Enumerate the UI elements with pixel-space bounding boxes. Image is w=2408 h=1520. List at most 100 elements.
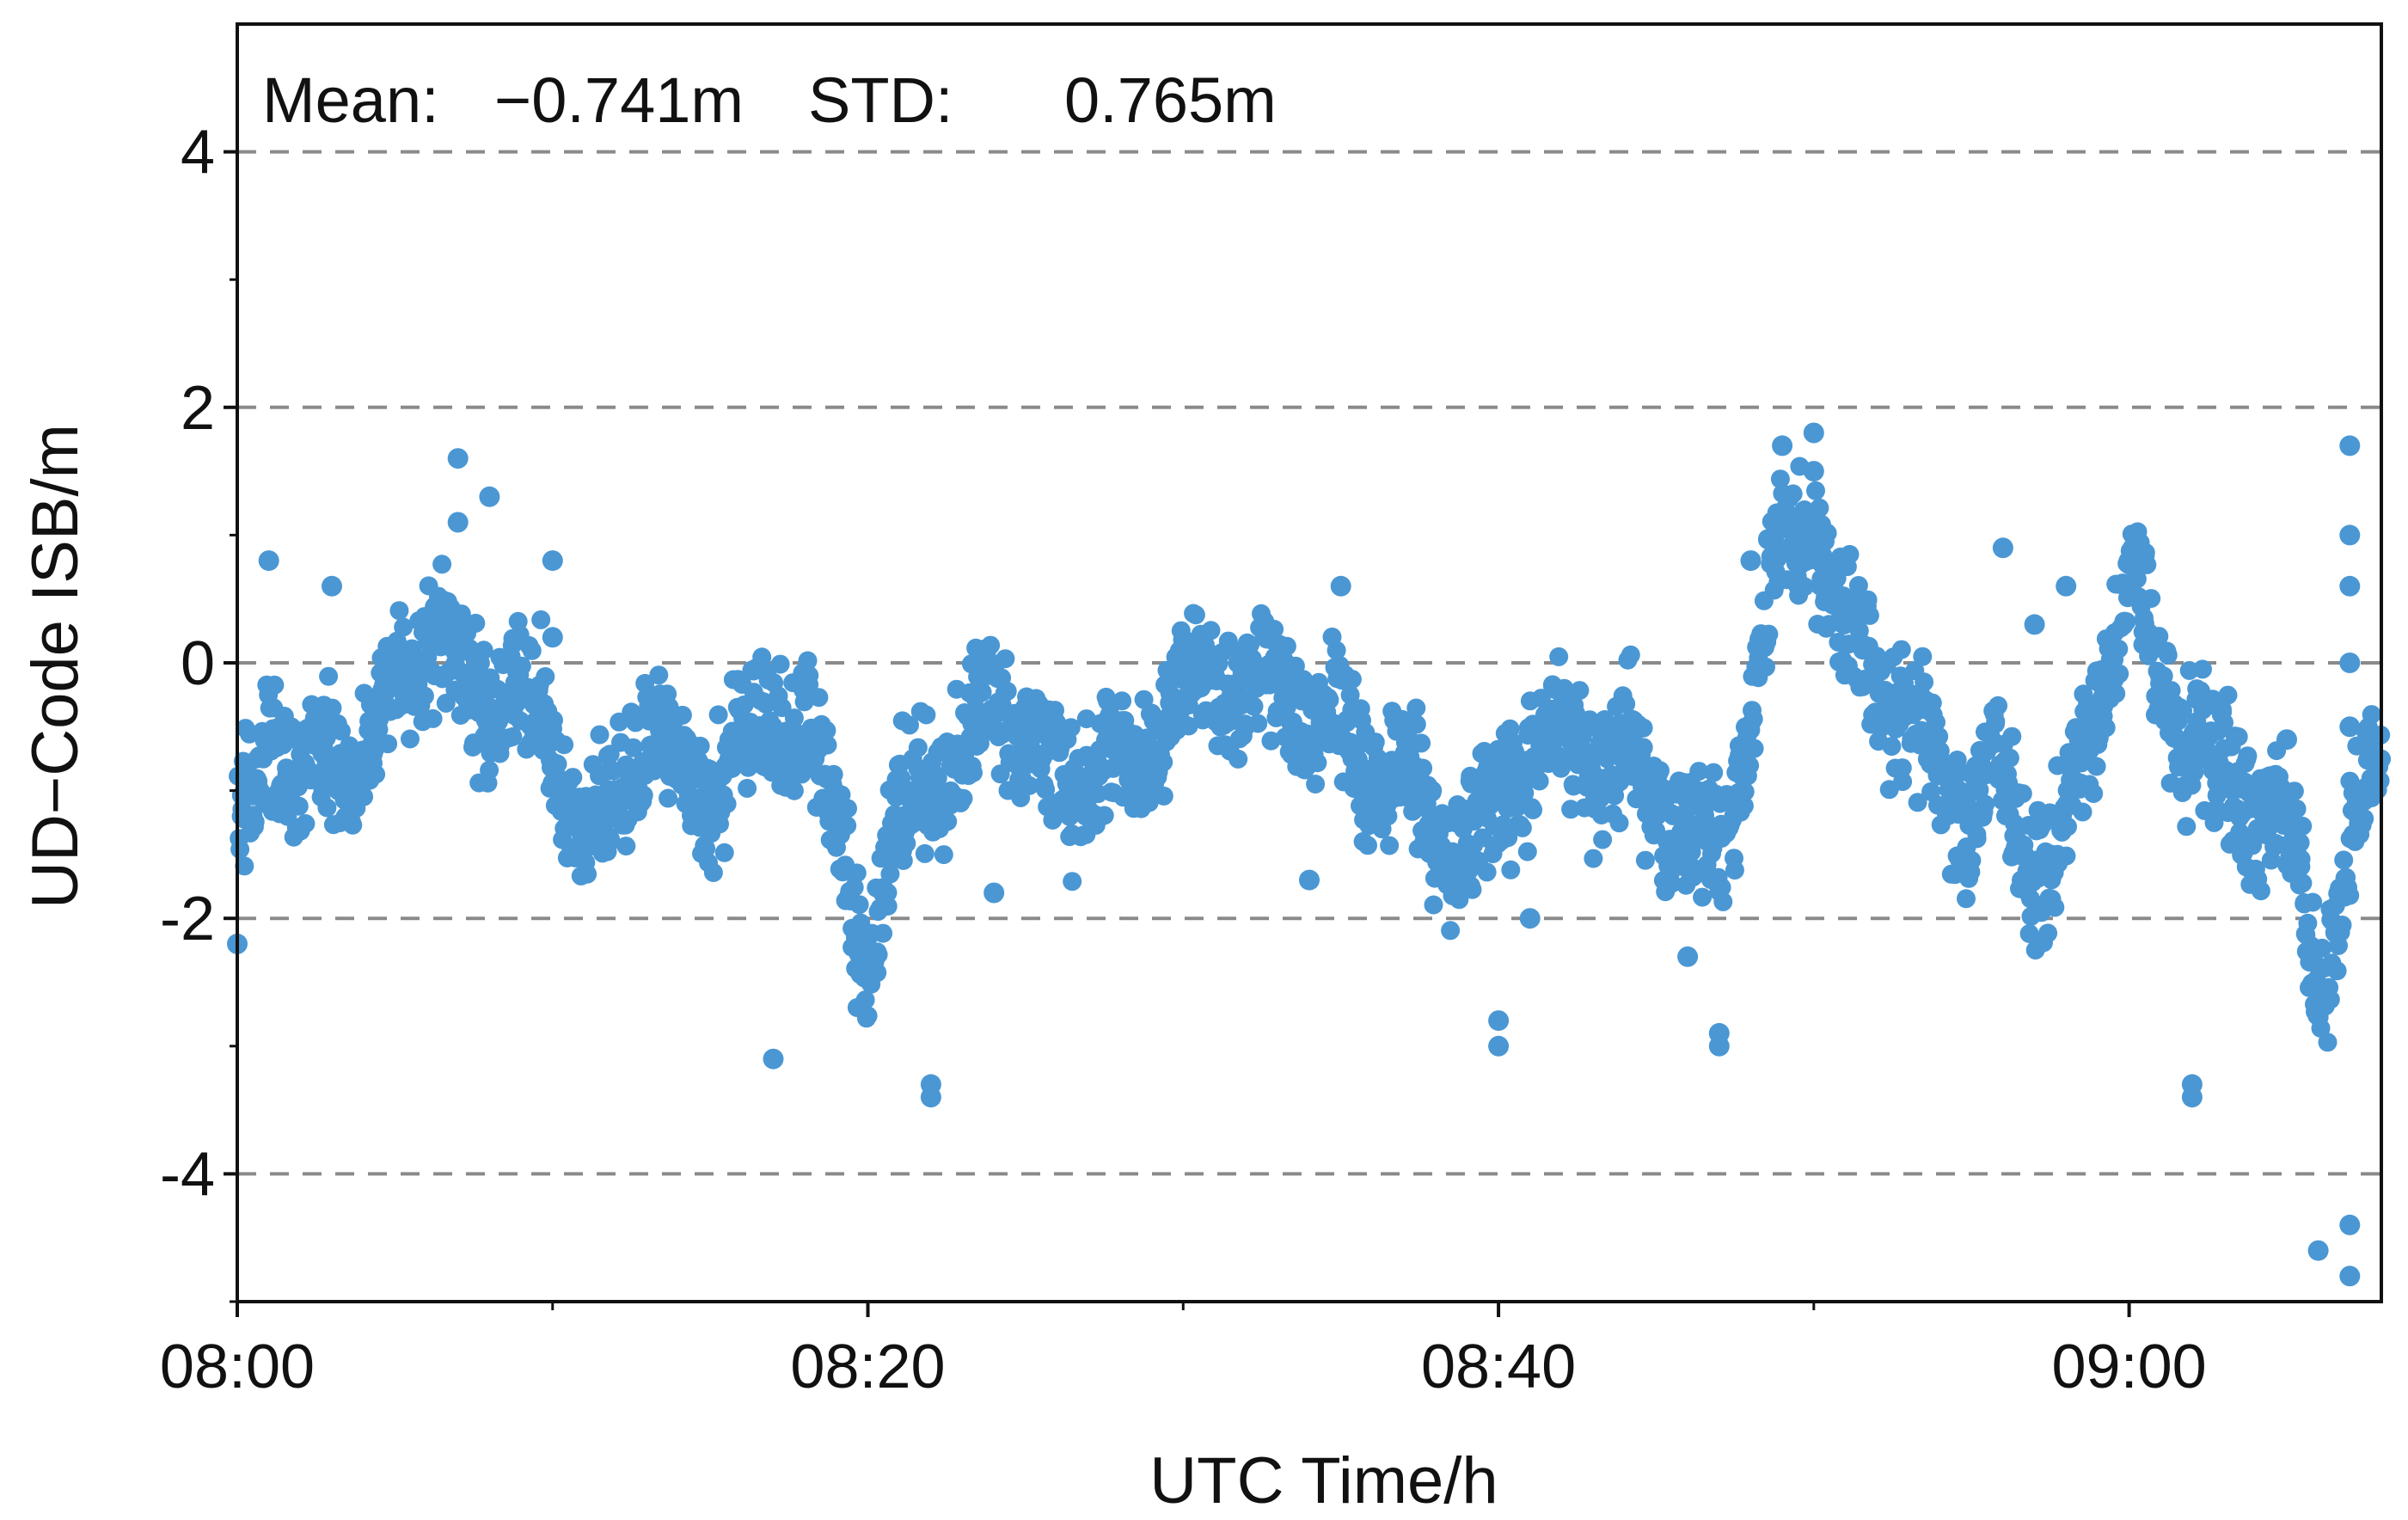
- data-point: [1682, 843, 1701, 861]
- data-point: [1477, 862, 1497, 882]
- data-point: [531, 610, 551, 629]
- data-point: [818, 735, 837, 755]
- data-point-outlier: [447, 448, 469, 469]
- data-point: [1342, 670, 1362, 690]
- data-point: [2073, 802, 2092, 822]
- data-point: [230, 839, 250, 859]
- data-point-outlier: [1677, 946, 1699, 967]
- data-point: [1725, 861, 1744, 880]
- data-point: [784, 708, 804, 728]
- data-point-outlier: [2339, 716, 2361, 738]
- data-point: [2251, 881, 2270, 901]
- x-tick-label: 09:00: [2051, 1333, 2206, 1401]
- data-point: [2287, 799, 2307, 818]
- data-point: [1609, 813, 1629, 833]
- data-point: [868, 945, 888, 965]
- data-point-outlier: [1772, 435, 1793, 457]
- data-point: [1988, 696, 2008, 715]
- data-point: [343, 815, 363, 835]
- data-point: [436, 693, 456, 713]
- data-point: [1413, 758, 1433, 778]
- y-tick-label: 0: [181, 629, 215, 698]
- data-point-outlier: [322, 575, 342, 597]
- data-point: [2137, 555, 2157, 574]
- data-point: [1406, 698, 1426, 718]
- data-point: [2332, 916, 2352, 935]
- data-points: [227, 422, 2392, 1287]
- data-point: [1662, 873, 1682, 893]
- data-point: [1154, 786, 1173, 806]
- data-point-outlier: [920, 1087, 941, 1108]
- data-point: [2228, 727, 2248, 746]
- data-point: [672, 705, 692, 725]
- data-point: [1689, 762, 1709, 781]
- data-point: [798, 651, 818, 671]
- data-point: [752, 647, 772, 667]
- data-point: [1340, 685, 1360, 705]
- data-point: [1929, 726, 1949, 746]
- data-point-outlier: [1488, 1035, 1510, 1057]
- data-point: [2318, 1033, 2338, 1052]
- data-point: [2096, 718, 2116, 738]
- data-point: [770, 654, 790, 674]
- data-point: [2106, 683, 2126, 703]
- data-point-outlier: [2339, 1214, 2361, 1235]
- data-point: [928, 768, 947, 788]
- data-point: [1515, 783, 1535, 803]
- data-point-outlier: [447, 512, 469, 533]
- data-point: [964, 763, 983, 782]
- data-point: [1480, 795, 1500, 815]
- data-point: [555, 735, 574, 755]
- data-point: [873, 923, 893, 943]
- data-point: [414, 686, 434, 706]
- x-tick-label: 08:40: [1421, 1333, 1576, 1401]
- data-point: [2311, 1019, 2331, 1038]
- data-point: [2045, 898, 2065, 917]
- data-point: [809, 688, 829, 708]
- x-axis-title: UTC Time/h: [1149, 1444, 1498, 1517]
- data-point: [1112, 691, 1132, 711]
- data-point: [2218, 685, 2238, 705]
- data-point: [289, 796, 309, 816]
- y-tick-label: 2: [181, 374, 215, 443]
- data-point: [394, 617, 414, 637]
- data-point: [880, 864, 900, 884]
- data-point: [2204, 812, 2224, 832]
- data-point: [548, 754, 567, 774]
- data-point: [601, 831, 621, 851]
- data-point: [235, 856, 254, 876]
- data-point: [1986, 712, 2006, 732]
- annotation-mean-value: −0.741m: [494, 64, 744, 136]
- data-point: [1517, 842, 1537, 861]
- data-point: [837, 816, 857, 836]
- data-point: [649, 665, 669, 685]
- data-point-outlier: [2339, 1266, 2361, 1287]
- data-point-outlier: [2339, 524, 2361, 546]
- data-point: [480, 760, 499, 780]
- data-point: [1743, 709, 1763, 729]
- data-point: [1179, 716, 1198, 736]
- data-point: [2038, 923, 2058, 943]
- data-point: [817, 720, 836, 740]
- data-point: [563, 768, 583, 788]
- data-point: [2013, 784, 2032, 804]
- data-point: [1957, 889, 1976, 909]
- data-point: [634, 785, 653, 805]
- data-point: [378, 734, 398, 754]
- data-point: [1441, 921, 1461, 941]
- data-point: [2238, 746, 2258, 766]
- data-point: [858, 1006, 878, 1026]
- data-point: [2158, 646, 2178, 665]
- data-point: [1693, 887, 1713, 907]
- data-point: [938, 812, 958, 831]
- data-point: [503, 726, 523, 746]
- data-point: [1908, 793, 1927, 812]
- data-point: [916, 705, 936, 725]
- data-point: [2334, 850, 2354, 870]
- data-point: [738, 778, 757, 798]
- data-point: [915, 843, 934, 863]
- data-point: [878, 897, 898, 916]
- data-point: [2127, 569, 2147, 589]
- data-point: [366, 764, 386, 784]
- data-point: [544, 710, 563, 730]
